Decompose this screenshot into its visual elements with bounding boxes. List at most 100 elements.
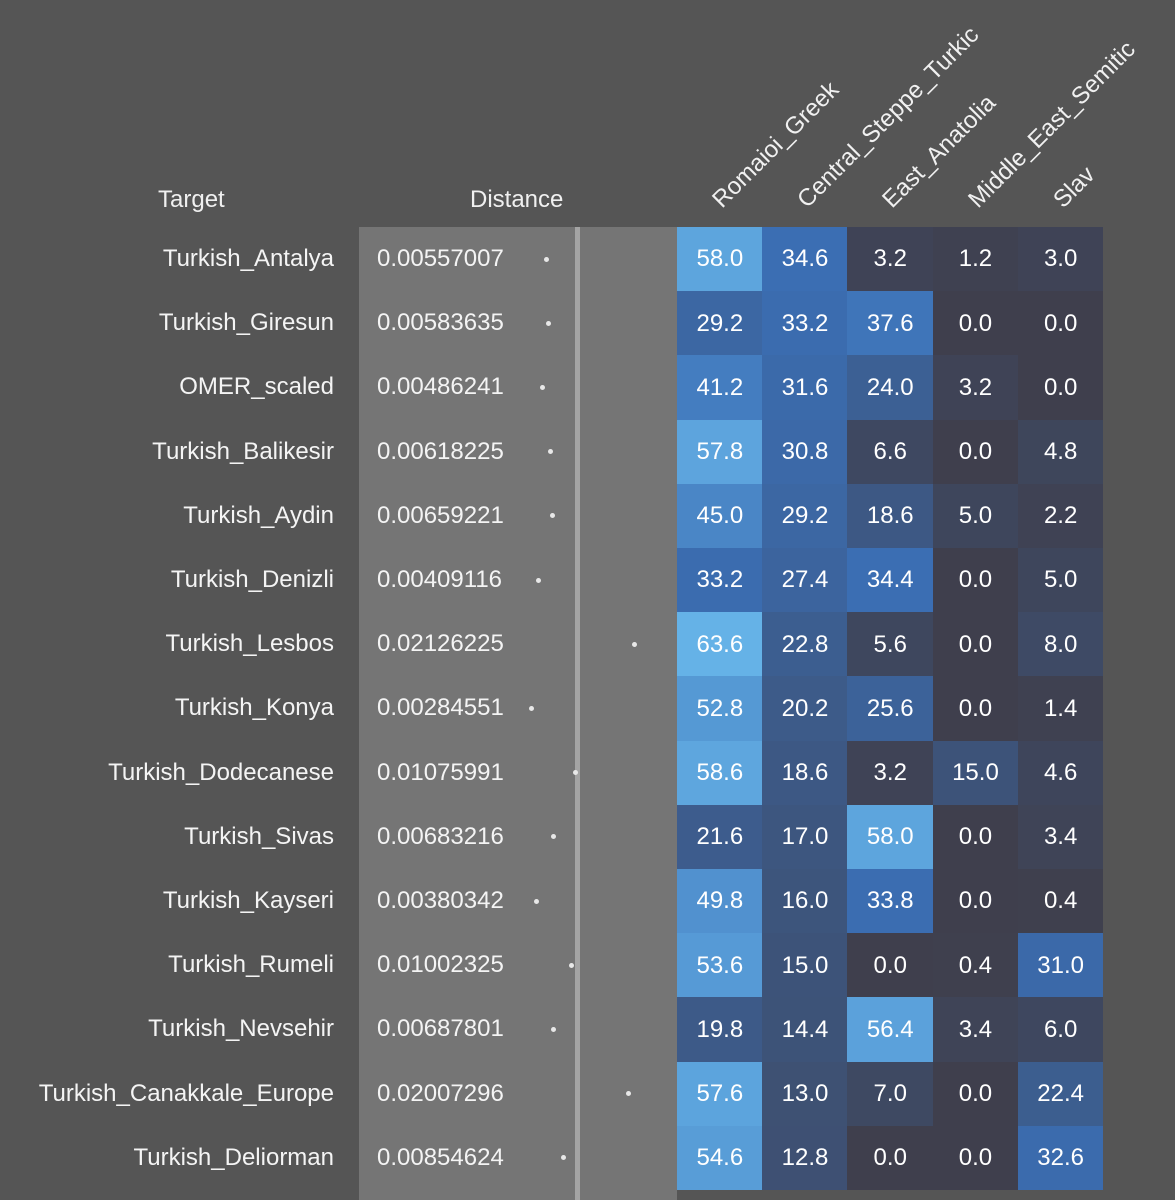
- row-label: Turkish_Nevsehir: [148, 1015, 334, 1043]
- heatmap-cell: 0.0: [932, 612, 1019, 677]
- row-label: Turkish_Balikesir: [152, 437, 334, 465]
- distance-dot: [545, 320, 551, 326]
- heatmap-cell: 0.0: [1017, 355, 1104, 421]
- heatmap-cell: 5.6: [847, 612, 934, 677]
- heatmap-cell: 3.2: [847, 227, 934, 292]
- heatmap-cell: 6.0: [1017, 997, 1104, 1063]
- distance-dot: [625, 1091, 631, 1097]
- heatmap-cell: 58.6: [677, 740, 763, 806]
- row-label: OMER_scaled: [179, 373, 334, 401]
- distance-dot: [544, 256, 550, 262]
- distance-value: 0.00659221: [377, 501, 504, 529]
- row-label: Turkish_Aydin: [183, 501, 334, 529]
- distance-dot: [535, 577, 541, 583]
- row-label: Turkish_Canakkale_Europe: [38, 1079, 334, 1107]
- distance-value: 0.00557007: [377, 245, 504, 272]
- heatmap-cell: 0.4: [1017, 869, 1104, 934]
- distance-dot: [551, 834, 557, 840]
- distance-value: 0.00687801: [377, 1015, 504, 1043]
- distance-value: 0.00380342: [377, 887, 504, 914]
- heatmap-cell: 41.2: [677, 355, 763, 421]
- heatmap-cell: 15.0: [762, 933, 848, 998]
- distance-dot: [528, 706, 534, 711]
- heatmap-cell: 19.8: [677, 997, 763, 1063]
- heatmap-cell: 14.4: [762, 997, 848, 1063]
- heatmap-cell: 33.2: [762, 291, 848, 356]
- heatmap-cell: 0.0: [932, 291, 1019, 356]
- heatmap-cell: 58.0: [677, 227, 763, 292]
- heatmap-cell: 30.8: [762, 419, 848, 485]
- row-label: Turkish_Sivas: [184, 822, 334, 850]
- heatmap-cell: 7.0: [847, 1061, 934, 1127]
- heatmap-cell: 0.0: [932, 676, 1019, 742]
- heatmap-cell: 0.0: [1017, 291, 1104, 356]
- distance-dot: [632, 641, 638, 647]
- row-label: Turkish_Dodecanese: [108, 758, 334, 786]
- heatmap-cell: 0.0: [847, 933, 934, 998]
- heatmap-cell: 3.2: [932, 355, 1019, 421]
- heatmap-cell: 33.8: [847, 869, 934, 934]
- heatmap-cell: 33.2: [677, 548, 763, 613]
- distance-value: 0.00618225: [377, 437, 504, 465]
- heatmap-cell: 5.0: [932, 483, 1019, 549]
- heatmap-cell: 34.4: [847, 548, 934, 613]
- distance-dot: [547, 449, 553, 455]
- heatmap-cell: 57.6: [677, 1061, 763, 1127]
- distance-value: 0.01002325: [377, 951, 504, 979]
- distance-header: Distance: [470, 186, 564, 213]
- heatmap-cell: 58.0: [847, 804, 934, 870]
- heatmap-cell: 16.0: [762, 869, 848, 934]
- distance-value: 0.00583635: [377, 309, 504, 337]
- distance-dot: [551, 1027, 557, 1032]
- heatmap-cell: 0.0: [847, 1125, 934, 1191]
- heatmap-cell: 32.6: [1017, 1125, 1104, 1191]
- row-label: Turkish_Deliorman: [133, 1143, 334, 1171]
- heatmap-cell: 3.4: [1017, 804, 1104, 870]
- heatmap-cell: 21.6: [677, 804, 763, 870]
- heatmap-cell: 49.8: [677, 869, 763, 934]
- row-label: Turkish_Denizli: [170, 566, 334, 593]
- heatmap-cell: 53.6: [677, 933, 763, 998]
- distance-axis-line: [575, 227, 580, 1200]
- distance-value: 0.00486241: [377, 373, 504, 401]
- heatmap-cell: 18.6: [847, 483, 934, 549]
- heatmap-cell: 22.4: [1017, 1061, 1104, 1127]
- heatmap-cell: 54.6: [677, 1125, 763, 1191]
- distance-value: 0.00284551: [377, 694, 504, 722]
- heatmap-cell: 12.8: [762, 1125, 848, 1191]
- heatmap-cell: 3.4: [932, 997, 1019, 1063]
- heatmap-cell: 13.0: [762, 1061, 848, 1127]
- heatmap-cell: 15.0: [932, 740, 1019, 806]
- distance-dot: [573, 770, 579, 776]
- heatmap-cell: 18.6: [762, 740, 848, 806]
- distance-dot: [569, 962, 575, 968]
- heatmap-cell: 4.6: [1017, 740, 1104, 806]
- heatmap-cell: 0.0: [932, 548, 1019, 613]
- heatmap-cell: 5.0: [1017, 548, 1104, 613]
- distance-dot: [560, 1155, 566, 1161]
- heatmap-cell: 0.4: [932, 933, 1019, 998]
- heatmap-cell: 34.6: [762, 227, 848, 292]
- distance-dot: [540, 385, 546, 390]
- distance-value: 0.00683216: [377, 822, 504, 850]
- heatmap-cell: 52.8: [677, 676, 763, 742]
- row-label: Turkish_Rumeli: [168, 951, 334, 979]
- heatmap-cell: 20.2: [762, 676, 848, 742]
- heatmap-cell: 3.2: [847, 740, 934, 806]
- heatmap-cell: 1.2: [932, 227, 1019, 292]
- heatmap-cell: 0.0: [932, 869, 1019, 934]
- heatmap-cell: 29.2: [677, 291, 763, 356]
- heatmap-cell: 45.0: [677, 483, 763, 549]
- heatmap-cell: 0.0: [932, 804, 1019, 870]
- heatmap-cell: 0.0: [932, 419, 1019, 485]
- heatmap-cell: 31.6: [762, 355, 848, 421]
- heatmap-cell: 0.0: [932, 1061, 1019, 1127]
- heatmap-cell: 31.0: [1017, 933, 1104, 998]
- heatmap-cell: 8.0: [1017, 612, 1104, 677]
- distance-value: 0.00409116: [377, 566, 503, 593]
- row-label: Turkish_Giresun: [158, 309, 334, 337]
- target-header: Target: [158, 186, 225, 213]
- column-header-middle-east-semitic: Middle_East_Semitic: [962, 35, 1141, 214]
- heatmap-cell: 17.0: [762, 804, 848, 870]
- column-header-slav: Slav: [1047, 161, 1101, 214]
